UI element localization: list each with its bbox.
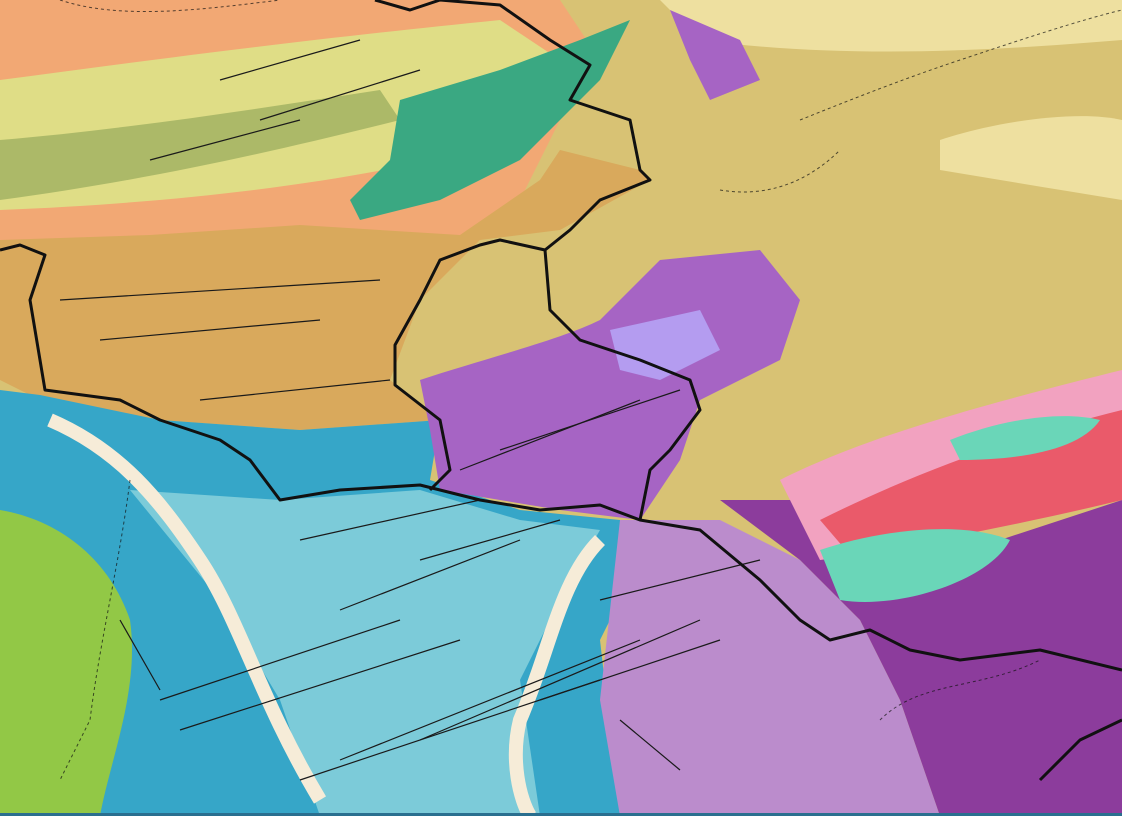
border-north: [374, 0, 702, 521]
pale-cream-river-2: [508, 535, 606, 816]
border-southeast: [1038, 718, 1122, 782]
bright-green-zone: [0, 510, 133, 816]
purple-zone: [420, 250, 800, 520]
light-cyan-zone: [130, 490, 600, 816]
national-borders: [0, 0, 1122, 782]
border-inner: [393, 238, 546, 492]
mint-zone-2: [950, 416, 1100, 460]
map-bottom-strip: [0, 813, 1122, 816]
dark-purple-zone: [720, 500, 1122, 816]
fault-lines: [59, 39, 761, 781]
border-west: [0, 243, 1122, 672]
tan-plain-region: [0, 150, 650, 430]
pale-cream-river: [47, 413, 327, 804]
teal-green-region: [350, 20, 630, 220]
lilac-zone: [600, 520, 940, 816]
violet-light-patch: [610, 310, 720, 380]
purple-north-patch: [670, 10, 760, 100]
regional-boundaries: [59, 0, 1122, 781]
pale-khaki-top: [660, 0, 1122, 52]
mint-zone: [820, 529, 1010, 602]
pale-khaki-patches: [940, 116, 1122, 200]
olive-band: [0, 90, 400, 200]
